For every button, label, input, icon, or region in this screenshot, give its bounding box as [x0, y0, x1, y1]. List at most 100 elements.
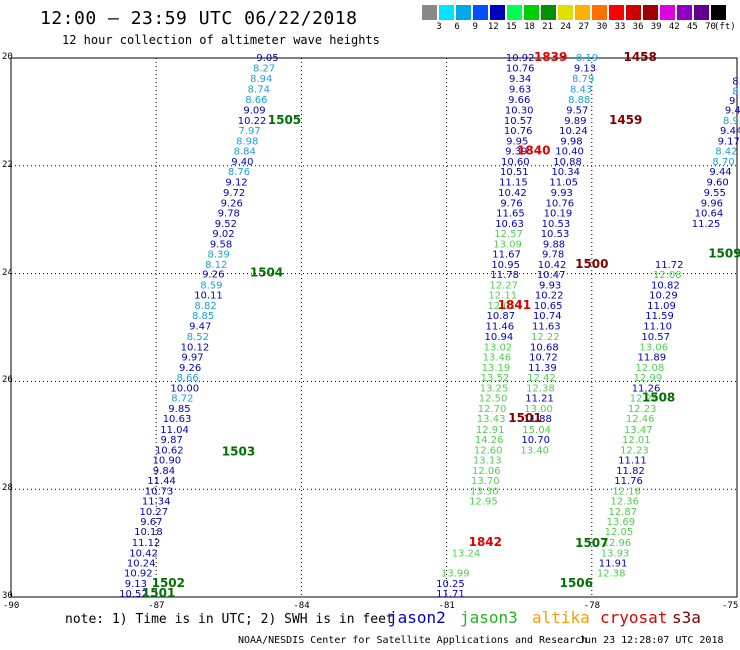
wave-height-value: 10.65 — [534, 301, 563, 312]
wave-height-value: 12.95 — [469, 497, 498, 508]
pass-label: 1459 — [609, 113, 642, 127]
wave-height-value: 12.01 — [622, 435, 651, 446]
colorbar-tick: 15 — [505, 22, 517, 32]
pass-label: 1839 — [534, 50, 567, 64]
colorbar-swatch — [524, 5, 539, 20]
wave-height-value: 7.97 — [238, 126, 260, 137]
wave-height-value: 10.29 — [649, 291, 678, 302]
wave-height-value: 13.19 — [482, 363, 511, 374]
wave-height-value: 9.55 — [704, 188, 726, 199]
wave-height-value: 11.59 — [645, 311, 674, 322]
wave-height-value: 10.25 — [436, 579, 465, 590]
pass-label: 1842 — [469, 535, 502, 549]
wave-height-value: 9.93 — [539, 280, 561, 291]
wave-height-value: 10.40 — [555, 147, 584, 158]
wave-height-value: 10.52 — [119, 589, 148, 600]
wave-height-value: 12.11 — [488, 291, 517, 302]
wave-height-value: 9.78 — [218, 209, 240, 220]
wave-height-value: 9.63 — [509, 85, 531, 96]
wave-height-value: 13.43 — [477, 414, 506, 425]
longitude-label: -84 — [293, 601, 310, 611]
wave-height-value: 10.57 — [504, 116, 533, 127]
latitude-label: 24 — [2, 267, 13, 278]
wave-height-value: 10.53 — [541, 229, 570, 240]
legend-jason2: jason2 — [388, 608, 446, 627]
legend-jason3: jason3 — [460, 608, 518, 627]
wave-height-value: 8.39 — [208, 250, 230, 261]
wave-height-value: 11.12 — [132, 538, 161, 549]
wave-height-value: 9.12 — [225, 177, 247, 188]
wave-height-value: 11.72 — [655, 260, 684, 271]
wave-height-value: 11.04 — [160, 425, 189, 436]
wave-height-value: 13.00 — [524, 404, 553, 415]
wave-height-value: 11.63 — [532, 321, 561, 332]
wave-height-value: 9.66 — [508, 95, 530, 106]
pass-label: 1503 — [222, 444, 255, 458]
wave-height-value: 12.99 — [634, 373, 663, 384]
pass-label: 1508 — [642, 391, 675, 405]
colorbar-tick: 3 — [436, 22, 442, 32]
wave-height-value: 11.78 — [490, 270, 519, 281]
wave-height-value: 10.94 — [485, 332, 514, 343]
wave-height-value: 12.23 — [620, 445, 649, 456]
wave-height-value: 13.06 — [639, 342, 668, 353]
wave-height-value: 9.44 — [709, 167, 731, 178]
colorbar-tick: 70 — [705, 22, 716, 32]
wave-height-value: 10.27 — [139, 507, 168, 518]
pass-label: 1502 — [152, 576, 185, 590]
wave-height-value: 12.36 — [610, 497, 639, 508]
wave-height-value: 8.19 — [576, 53, 598, 64]
wave-height-value: 8.59 — [200, 280, 222, 291]
wave-height-value: 9.72 — [223, 188, 245, 199]
colorbar-swatch — [507, 5, 522, 20]
longitude-label: -90 — [3, 601, 20, 611]
wave-height-value: 12.57 — [494, 229, 523, 240]
wave-height-value: 9.47 — [189, 321, 211, 332]
wave-height-value: 10.12 — [181, 342, 210, 353]
wave-height-value: 9.05 — [256, 53, 278, 64]
pass-label: 1506 — [560, 576, 593, 590]
wave-height-value: 10.42 — [498, 188, 527, 199]
credit-text: NOAA/NESDIS Center for Satellite Applica… — [238, 635, 588, 646]
wave-height-value: 9.40 — [725, 106, 740, 117]
wave-height-value: 13.02 — [484, 342, 513, 353]
wave-height-value: 12.38 — [526, 383, 555, 394]
wave-height-value: 8.94 — [250, 74, 272, 85]
map-grid — [11, 58, 737, 597]
colorbar-unit: (ft) — [714, 22, 736, 32]
wave-height-value: 9.97 — [181, 353, 203, 364]
wave-height-value: 12.46 — [626, 414, 655, 425]
longitude-label: -81 — [438, 601, 455, 611]
wave-height-value: 10.63 — [163, 414, 192, 425]
wave-height-value: 13.52 — [481, 373, 510, 384]
wave-height-value: 13.46 — [483, 353, 512, 364]
colorbar-tick: 45 — [686, 22, 698, 32]
wave-height-value: 10.34 — [551, 167, 580, 178]
colorbar-tick: 30 — [596, 22, 608, 32]
wave-height-value: 12.16 — [612, 486, 641, 497]
wave-height-value: 12.23 — [628, 404, 657, 415]
colorbar-swatch — [609, 5, 624, 20]
wave-height-value: 8.98 — [236, 136, 258, 147]
wave-height-value: 8.84 — [234, 147, 256, 158]
wave-height-value: 8.72 — [171, 394, 193, 405]
wave-height-value: 12.26 — [630, 394, 659, 405]
colorbar-tick: 18 — [524, 22, 535, 32]
wave-height-value: 13.30 — [470, 486, 499, 497]
pass-label: 1507 — [575, 536, 608, 550]
wave-height-value: 11.39 — [528, 363, 557, 374]
wave-height-value: 9.26 — [179, 363, 201, 374]
colorbar-swatch — [439, 5, 454, 20]
colorbar-swatch — [694, 5, 709, 20]
pass-label: 1500 — [575, 257, 608, 271]
wave-height-value: 15.04 — [522, 425, 551, 436]
wave-height-value: 9.88 — [543, 239, 565, 250]
wave-height-value: 11.15 — [499, 177, 528, 188]
wave-height-value: 10.24 — [559, 126, 588, 137]
wave-height-value: 12.91 — [476, 425, 505, 436]
footnote: note: 1) Time is in UTC; 2) SWH is in fe… — [65, 612, 394, 627]
wave-height-value: 12.96 — [603, 538, 632, 549]
wave-height-value: 13.09 — [493, 239, 522, 250]
